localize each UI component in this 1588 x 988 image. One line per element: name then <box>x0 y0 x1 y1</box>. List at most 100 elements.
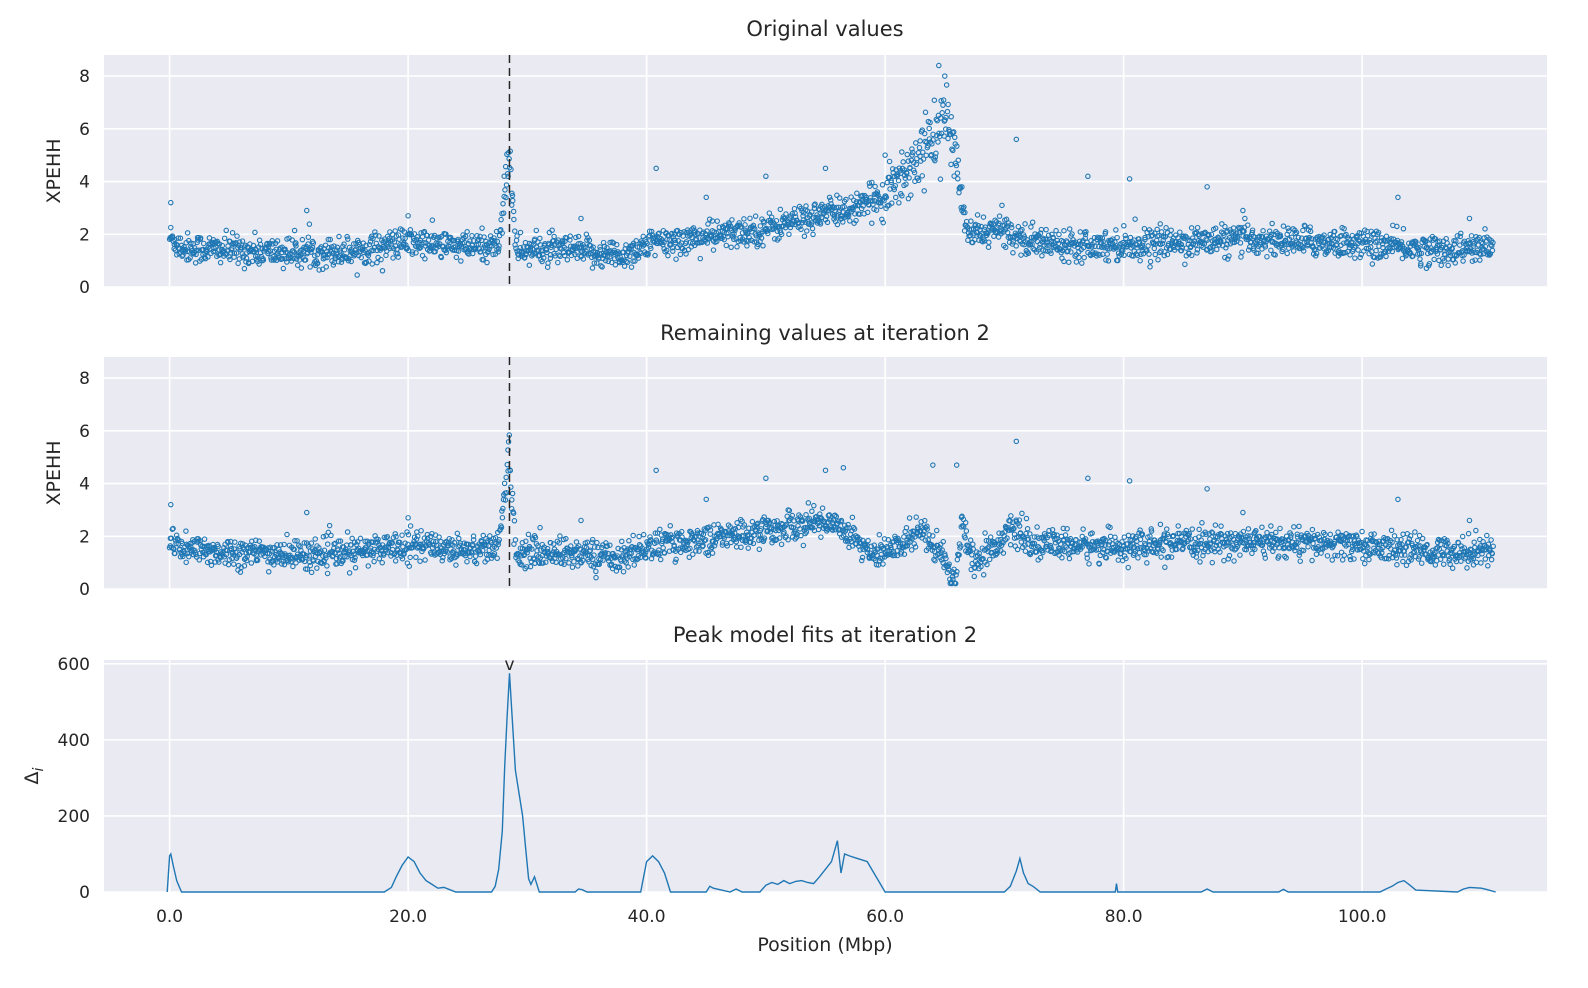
scatter-point <box>894 171 901 178</box>
scatter-point <box>1313 250 1320 257</box>
scatter-point <box>1147 264 1153 270</box>
scatter-point <box>365 252 372 259</box>
scatter-point <box>895 177 902 184</box>
scatter-point <box>221 235 228 242</box>
scatter-point <box>824 219 831 226</box>
scatter-point <box>935 139 941 145</box>
scatter-point <box>366 241 373 248</box>
scatter-point <box>950 129 957 135</box>
scatter-point <box>621 263 628 269</box>
scatter-point <box>1189 235 1196 241</box>
scatter-point <box>757 223 764 229</box>
scatter-point <box>574 249 580 256</box>
scatter-point <box>481 234 487 240</box>
scatter-point <box>724 230 730 237</box>
scatter-point <box>1103 257 1109 263</box>
scatter-point <box>1141 225 1148 232</box>
scatter-point <box>962 209 968 216</box>
scatter-point <box>959 184 965 190</box>
scatter-point <box>287 255 293 262</box>
scatter-point <box>878 203 884 210</box>
scatter-point <box>634 244 641 250</box>
scatter-point <box>503 182 510 188</box>
scatter-point <box>728 244 734 251</box>
scatter-point <box>1086 243 1092 249</box>
scatter-point <box>954 170 961 176</box>
scatter-point <box>1336 250 1343 256</box>
scatter-point <box>1212 225 1219 231</box>
scatter-point <box>896 200 902 206</box>
scatter-point <box>348 258 354 265</box>
scatter-point <box>241 265 248 272</box>
scatter-point <box>646 228 653 234</box>
scatter-point <box>567 233 573 239</box>
scatter-point <box>633 238 639 244</box>
scatter-point <box>747 215 753 222</box>
scatter-point <box>1029 219 1036 226</box>
scatter-point <box>1083 228 1089 235</box>
scatter-point <box>280 265 287 272</box>
scatter-point <box>900 159 906 165</box>
scatter-point <box>723 242 730 249</box>
scatter-point <box>510 197 516 204</box>
scatter-point <box>1099 235 1106 241</box>
scatter-point <box>1194 250 1200 256</box>
scatter-point <box>1203 236 1209 242</box>
scatter-point <box>1292 230 1298 237</box>
scatter-point <box>866 180 873 186</box>
scatter-point <box>400 235 406 241</box>
scatter-point <box>369 261 375 267</box>
scatter-point <box>269 241 276 247</box>
scatter-point <box>591 260 598 266</box>
scatter-point <box>910 149 916 156</box>
scatter-point <box>500 210 507 216</box>
scatter-point <box>1377 254 1384 260</box>
scatter-point <box>732 227 738 234</box>
scatter-point <box>773 217 780 224</box>
scatter-point <box>479 225 485 231</box>
scatter-point <box>841 203 847 210</box>
scatter-point <box>742 222 748 228</box>
scatter-point <box>487 243 493 249</box>
scatter-point <box>1367 244 1374 250</box>
scatter-point <box>1184 235 1190 241</box>
scatter-point <box>1092 243 1098 250</box>
scatter-point <box>932 157 938 164</box>
scatter-point <box>986 239 992 246</box>
scatter-point <box>663 247 670 254</box>
scatter-point <box>370 247 376 254</box>
scatter-point <box>341 241 347 247</box>
scatter-point <box>632 258 638 264</box>
scatter-point <box>778 231 785 238</box>
scatter-point <box>1204 237 1210 243</box>
scatter-point <box>1301 222 1308 229</box>
scatter-point <box>453 254 460 261</box>
scatter-point <box>752 213 759 219</box>
scatter-point <box>1327 231 1333 238</box>
scatter-point <box>826 194 833 201</box>
scatter-point <box>1127 234 1134 241</box>
scatter-point <box>1073 259 1080 265</box>
scatter-point <box>1194 224 1201 231</box>
scatter-point <box>930 137 936 143</box>
scatter-point <box>1155 257 1161 263</box>
scatter-point <box>1233 230 1240 236</box>
scatter-point <box>1188 225 1195 231</box>
scatter-point <box>908 192 914 198</box>
scatter-point <box>223 227 229 234</box>
scatter-point <box>305 241 311 247</box>
scatter-point <box>425 237 432 243</box>
scatter-point <box>954 143 960 149</box>
scatter-point <box>1076 254 1082 261</box>
scatter-point <box>1254 237 1261 243</box>
scatter-point <box>705 221 711 227</box>
scatter-point <box>1178 241 1185 248</box>
scatter-point <box>903 181 909 187</box>
scatter-point <box>889 200 895 206</box>
scatter-point <box>1362 239 1369 245</box>
scatter-point <box>469 233 475 239</box>
scatter-point <box>927 119 933 126</box>
scatter-point <box>434 235 440 242</box>
scatter-point <box>438 254 445 261</box>
scatter-point <box>200 240 207 247</box>
